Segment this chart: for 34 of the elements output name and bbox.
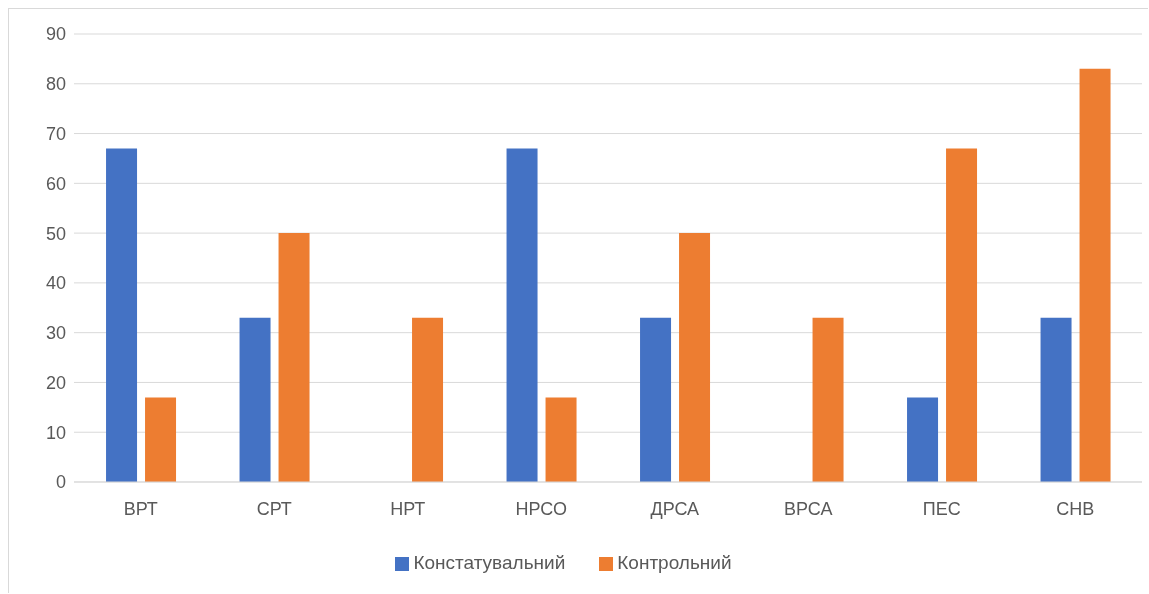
legend-label: Констатувальний xyxy=(413,552,566,573)
x-tick-label: НРТ xyxy=(390,498,426,519)
bar xyxy=(278,233,310,482)
bar xyxy=(946,148,978,482)
y-tick-label: 60 xyxy=(45,173,66,194)
y-tick-label: 40 xyxy=(45,273,66,294)
y-tick-label: 90 xyxy=(45,24,66,45)
x-tick-label: ПЕС xyxy=(922,498,961,519)
x-tick-label: СРТ xyxy=(256,498,292,519)
bar xyxy=(545,397,577,482)
bar xyxy=(239,317,271,482)
legend-label: Контрольний xyxy=(617,552,732,573)
x-tick-label: ДРСА xyxy=(650,498,700,519)
y-tick-label: 70 xyxy=(45,123,66,144)
x-tick-label: СНВ xyxy=(1056,498,1095,519)
y-tick-label: 0 xyxy=(55,472,66,493)
bar xyxy=(506,148,538,482)
y-tick-label: 80 xyxy=(45,74,66,95)
y-tick-label: 10 xyxy=(45,422,66,443)
bar xyxy=(145,397,177,482)
y-tick-label: 20 xyxy=(45,372,66,393)
bar xyxy=(812,317,844,482)
bar xyxy=(1079,68,1111,482)
bar xyxy=(412,317,444,482)
bar xyxy=(1040,317,1072,482)
x-tick-label: ВРТ xyxy=(123,498,158,519)
y-tick-label: 50 xyxy=(45,223,66,244)
x-tick-label: ВРСА xyxy=(784,498,833,519)
bar xyxy=(640,317,672,482)
bar xyxy=(907,397,939,482)
bar xyxy=(679,233,711,482)
y-tick-label: 30 xyxy=(45,323,66,344)
bar xyxy=(106,148,138,482)
x-tick-label: НРСО xyxy=(515,498,567,519)
